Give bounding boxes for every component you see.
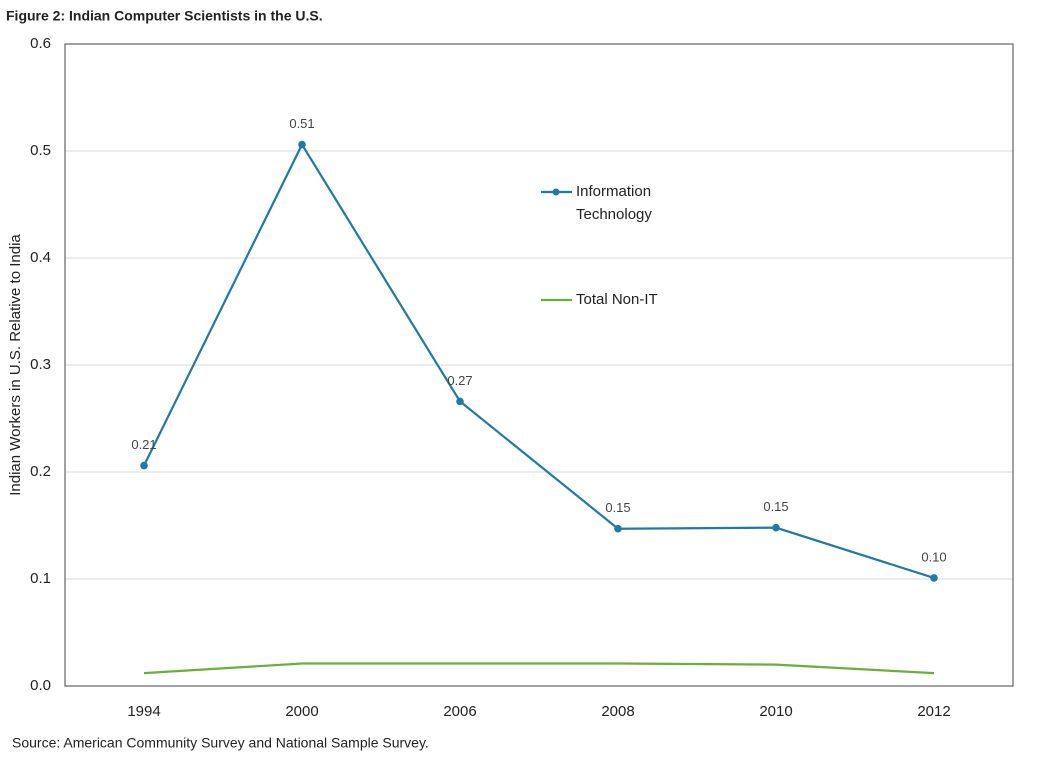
y-tick-label: 0.1 <box>30 570 51 587</box>
x-tick-label: 2006 <box>443 703 476 720</box>
y-tick-label: 0.4 <box>30 249 51 266</box>
grid <box>65 43 1013 687</box>
legend-label: Total Non-IT <box>576 291 658 308</box>
x-tick-label: 1994 <box>127 703 160 720</box>
data-label: 0.21 <box>131 437 156 452</box>
data-label: 0.10 <box>921 549 946 564</box>
y-tick-label: 0.6 <box>30 35 51 52</box>
x-tick-label: 2000 <box>285 703 318 720</box>
y-axis-label: Indian Workers in U.S. Relative to India <box>7 234 24 496</box>
legend-marker <box>552 188 560 196</box>
y-tick-label: 0.2 <box>30 463 51 480</box>
y-tick-label: 0.5 <box>30 142 51 159</box>
y-tick-label: 0.0 <box>30 677 51 694</box>
source-note: Source: American Community Survey and Na… <box>12 735 429 751</box>
series-line <box>143 662 935 675</box>
data-label: 0.51 <box>289 116 314 131</box>
data-label: 0.15 <box>763 499 788 514</box>
data-point <box>614 524 622 533</box>
data-label: 0.27 <box>447 373 472 388</box>
data-point <box>298 140 306 149</box>
x-tick-label: 2008 <box>601 703 634 720</box>
plot-frame <box>64 43 1014 687</box>
legend-label: Information Technology <box>576 183 652 223</box>
data-point <box>456 397 464 406</box>
x-tick-label: 2012 <box>917 703 950 720</box>
data-point <box>930 574 938 582</box>
x-tick-label: 2010 <box>759 703 792 720</box>
chart-title: Figure 2: Indian Computer Scientists in … <box>6 8 323 24</box>
data-point <box>140 461 148 470</box>
y-tick-label: 0.3 <box>30 356 51 373</box>
data-label: 0.15 <box>605 500 630 515</box>
series-line <box>143 142 935 579</box>
data-point <box>772 523 780 532</box>
